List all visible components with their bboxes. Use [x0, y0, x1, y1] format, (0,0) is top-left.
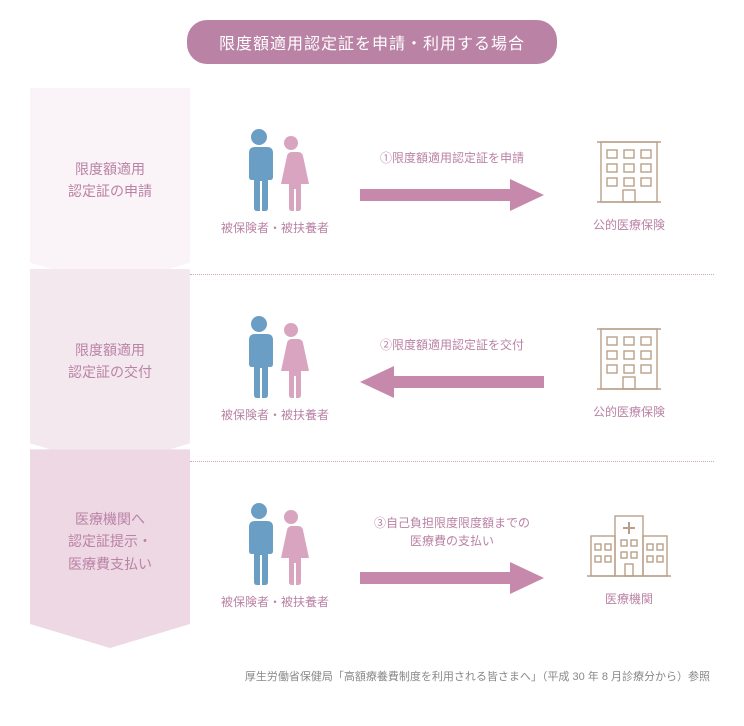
people-icon	[239, 501, 311, 587]
diagram-content: 限度額適用 認定証の申請 限度額適用 認定証の交付 医療機関へ 認定証提示・ 医…	[30, 88, 714, 648]
org-label: 医療機関	[605, 590, 653, 607]
arrow-right-icon	[354, 560, 550, 596]
title-banner: 限度額適用認定証を申請・利用する場合	[187, 20, 557, 64]
step-2-label: 限度額適用 認定証の交付	[68, 339, 152, 384]
arrow-left-icon	[354, 364, 550, 400]
people-icon	[239, 314, 311, 400]
step-1: 限度額適用 認定証の申請	[30, 88, 190, 287]
insurance-org: 公的医療保険	[564, 130, 694, 233]
footnote: 厚生労働省保健局「高額療養費制度を利用される皆さまへ」（平成 30 年 8 月診…	[30, 668, 714, 684]
org-label: 公的医療保険	[593, 216, 665, 233]
hospital: 医療機関	[564, 504, 694, 607]
row-1: 被保険者・被扶養者 ①限度額適用認定証を申請 公的医療保険	[190, 88, 714, 275]
step-2: 限度額適用 認定証の交付	[30, 269, 190, 468]
hospital-icon	[585, 504, 673, 584]
arrow-caption: ③自己負担限度限度額までの 医療費の支払い	[374, 514, 530, 550]
row-3: 被保険者・被扶養者 ③自己負担限度限度額までの 医療費の支払い 医療機関	[190, 462, 714, 648]
insurance-icon	[589, 130, 669, 210]
insured-label: 被保険者・被扶養者	[221, 219, 329, 236]
insured-label: 被保険者・被扶養者	[221, 593, 329, 610]
arrow-right-icon	[354, 177, 550, 213]
insured-person: 被保険者・被扶養者	[210, 314, 340, 423]
arrow-block: ②限度額適用認定証を交付	[340, 336, 564, 400]
insurance-org: 公的医療保険	[564, 317, 694, 420]
insured-person: 被保険者・被扶養者	[210, 501, 340, 610]
insurance-icon	[589, 317, 669, 397]
insured-person: 被保険者・被扶養者	[210, 127, 340, 236]
step-3: 医療機関へ 認定証提示・ 医療費支払い	[30, 449, 190, 648]
row-2: 被保険者・被扶養者 ②限度額適用認定証を交付 公的医療保険	[190, 275, 714, 462]
insured-label: 被保険者・被扶養者	[221, 406, 329, 423]
step-1-label: 限度額適用 認定証の申請	[68, 158, 152, 203]
arrow-caption: ①限度額適用認定証を申請	[380, 149, 524, 167]
rows-column: 被保険者・被扶養者 ①限度額適用認定証を申請 公的医療保険 被保険者・被扶養者 ②限…	[190, 88, 714, 648]
step-3-label: 医療機関へ 認定証提示・ 医療費支払い	[68, 508, 152, 575]
arrow-block: ①限度額適用認定証を申請	[340, 149, 564, 213]
people-icon	[239, 127, 311, 213]
arrow-block: ③自己負担限度限度額までの 医療費の支払い	[340, 514, 564, 596]
org-label: 公的医療保険	[593, 403, 665, 420]
arrow-caption: ②限度額適用認定証を交付	[380, 336, 524, 354]
steps-column: 限度額適用 認定証の申請 限度額適用 認定証の交付 医療機関へ 認定証提示・ 医…	[30, 88, 190, 648]
